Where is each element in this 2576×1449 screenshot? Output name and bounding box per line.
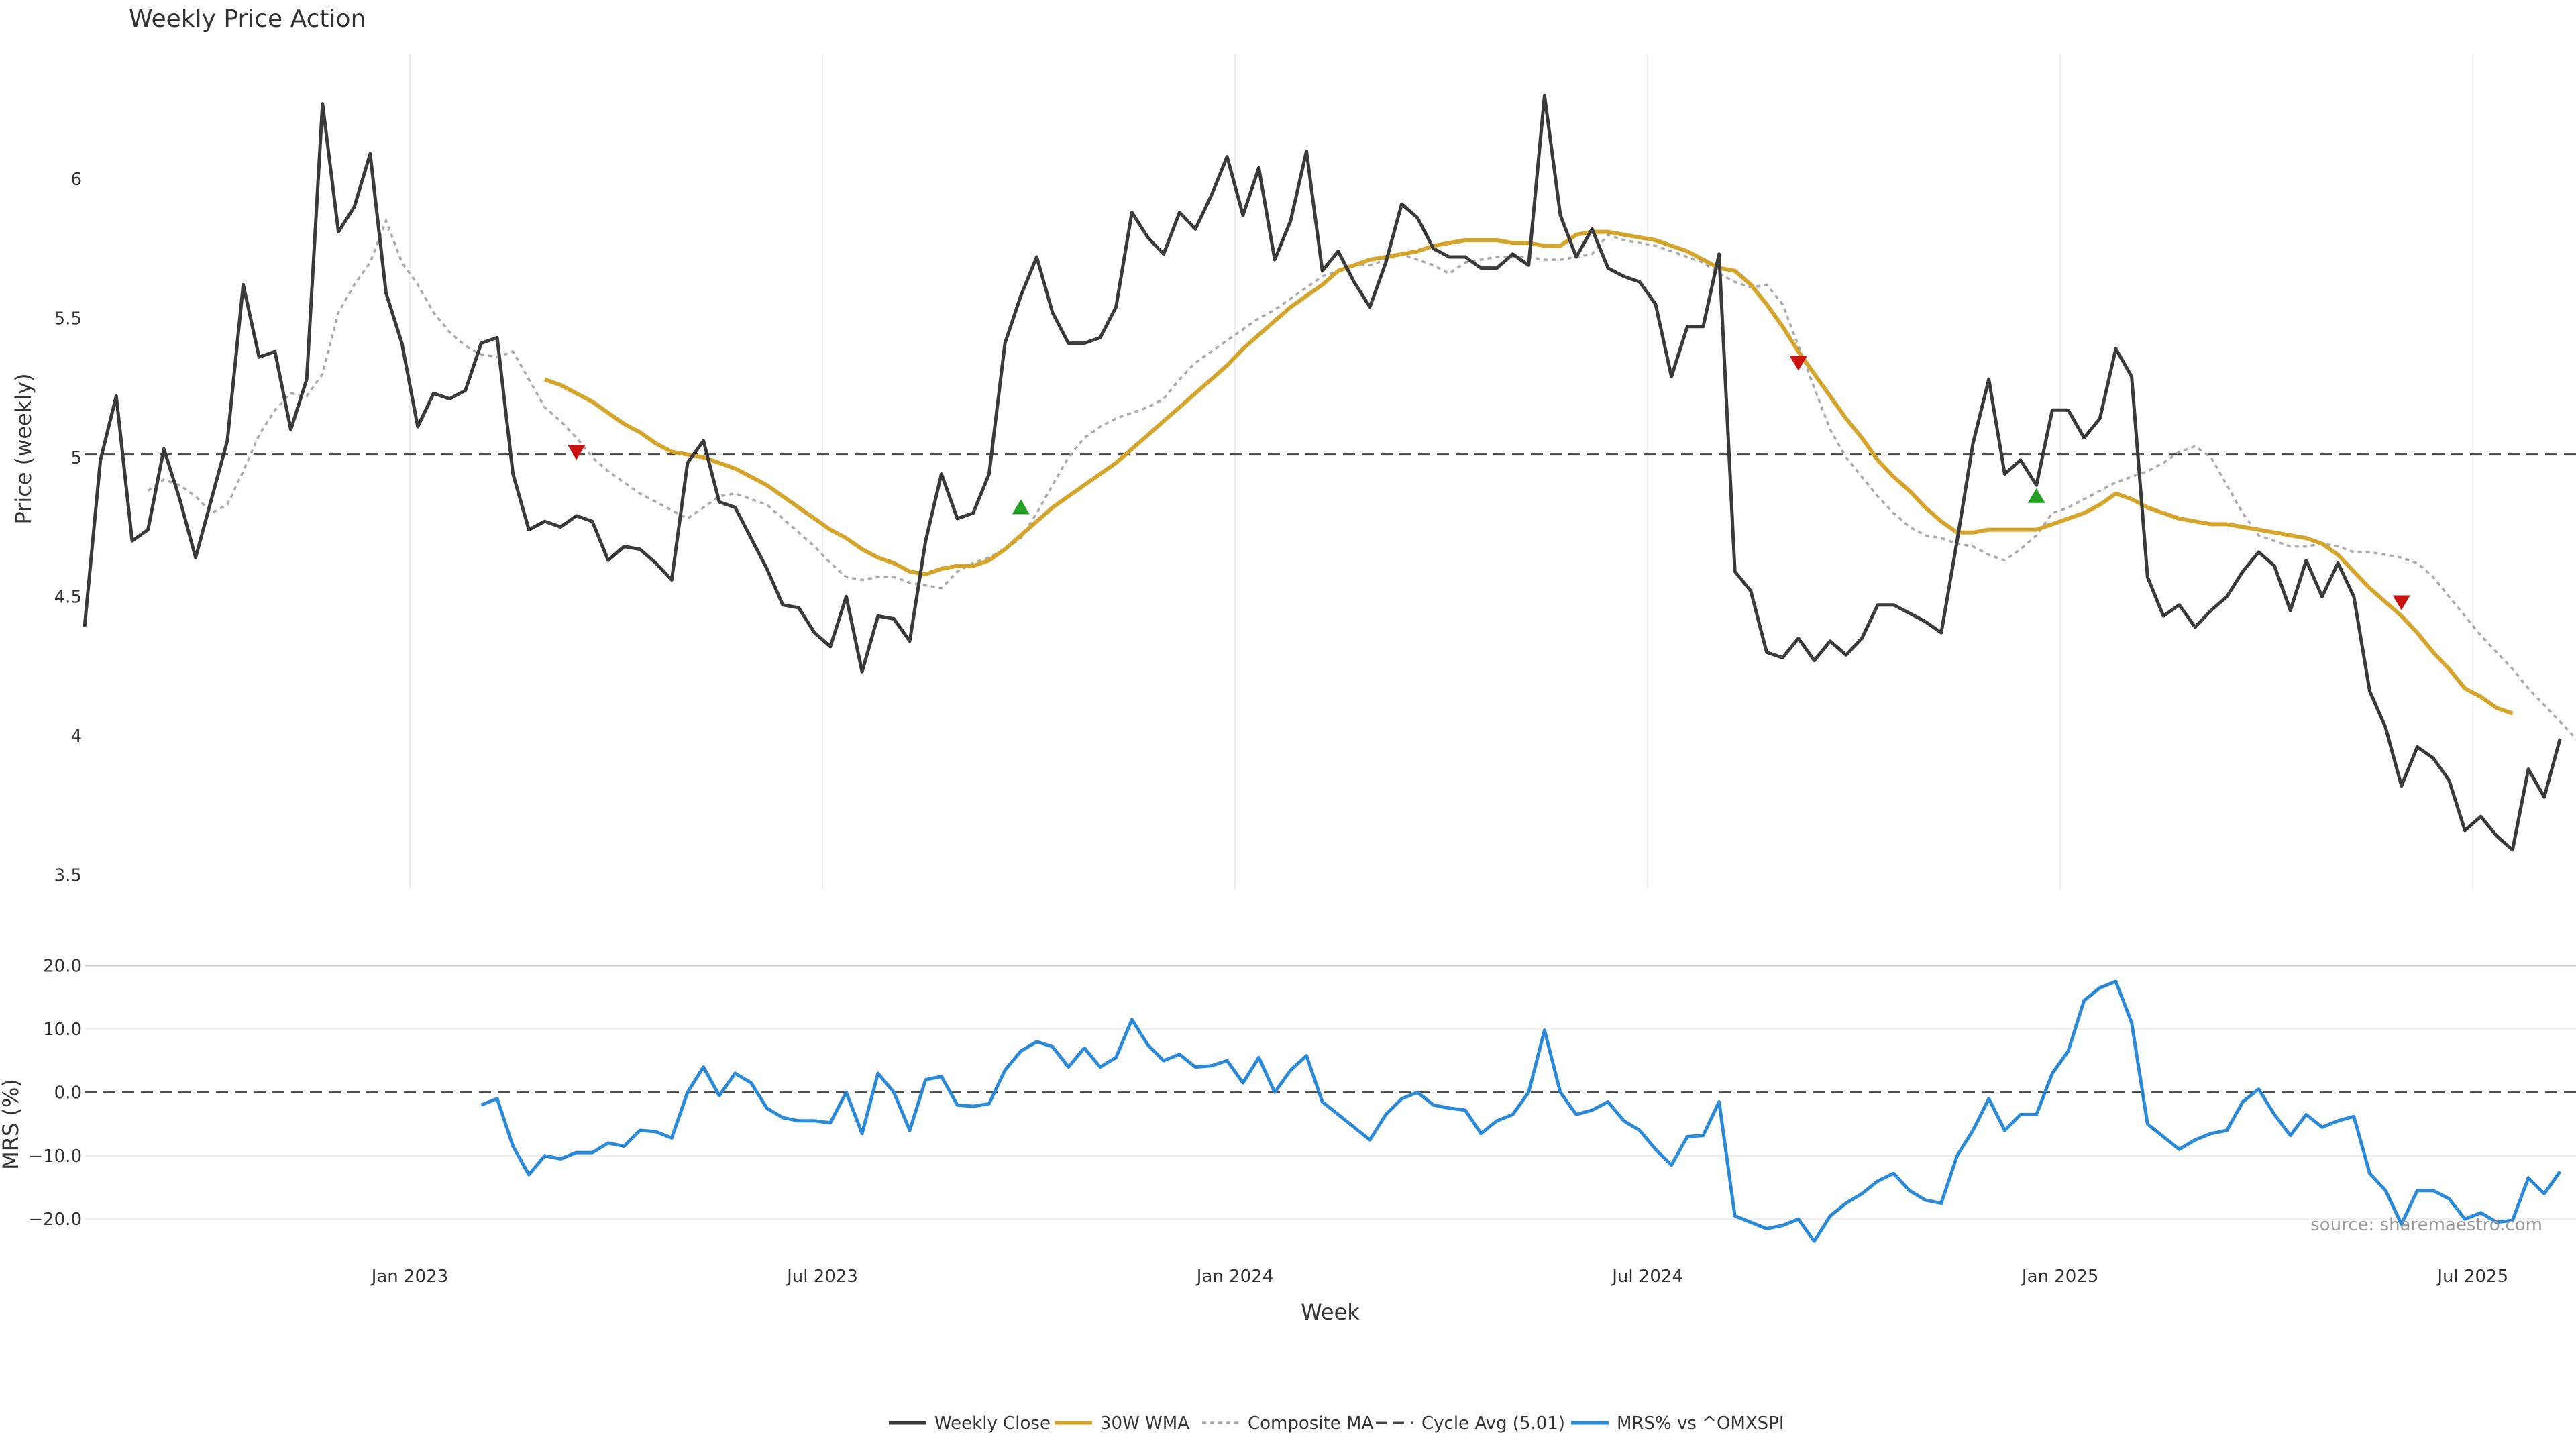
composite-ma-line (147, 217, 2576, 740)
mrs-y-ticks: −20.0 −10.0 0.0 10.0 20.0 (28, 956, 82, 1230)
mrs-y-tick-label: −10.0 (28, 1146, 82, 1167)
chart-title: Weekly Price Action (129, 5, 366, 33)
price-series (83, 93, 2576, 852)
legend-label: Weekly Close (934, 1413, 1051, 1434)
price-y-tick-label: 3.5 (54, 865, 82, 885)
price-y-tick-label: 5 (70, 448, 82, 468)
legend-label: Cycle Avg (5.01) (1421, 1413, 1565, 1434)
mrs-y-tick-label: 20.0 (43, 956, 82, 976)
x-ticks: Jan 2023 Jul 2023 Jan 2024 Jul 2024 Jan 2025… (370, 1267, 2508, 1287)
mrs-series (480, 979, 2562, 1243)
price-y-tick-label: 5.5 (54, 309, 82, 329)
legend-item: 30W WMA (1055, 1413, 1189, 1434)
sell-signal-marker (2392, 595, 2410, 610)
mrs-y-axis-label: MRS (%) (0, 1079, 23, 1170)
mrs-grid (85, 965, 2576, 1220)
price-y-tick-label: 4 (70, 727, 82, 747)
legend-label: Composite MA (1248, 1413, 1373, 1434)
x-axis-label: Week (1301, 1299, 1360, 1325)
x-tick-label: Jan 2023 (370, 1267, 449, 1287)
x-tick-label: Jan 2025 (2021, 1267, 2099, 1287)
price-y-ticks: 3.5 4 4.5 5 5.5 6 (54, 170, 82, 886)
mrs-line (480, 979, 2562, 1243)
signal-markers (568, 356, 2410, 610)
mrs-y-tick-label: −20.0 (28, 1210, 82, 1230)
price-grid (409, 54, 2474, 889)
mrs-y-tick-label: 0.0 (54, 1083, 82, 1103)
wma-30w-line (543, 229, 2514, 716)
legend-label: MRS% vs ^OMXSPI (1617, 1413, 1784, 1434)
legend-item: Cycle Avg (5.01) (1376, 1413, 1565, 1434)
x-tick-label: Jul 2023 (786, 1267, 858, 1287)
legend-item: Composite MA (1202, 1413, 1373, 1434)
legend: Weekly Close 30W WMA Composite MA Cycle Avg… (889, 1413, 1784, 1434)
legend-label: 30W WMA (1100, 1413, 1189, 1434)
legend-item: Weekly Close (889, 1413, 1051, 1434)
buy-signal-marker (1012, 499, 1030, 515)
x-tick-label: Jul 2024 (1611, 1267, 1683, 1287)
sell-signal-marker (1789, 356, 1807, 371)
weekly-close-line (83, 93, 2562, 852)
sell-signal-marker (568, 445, 586, 460)
source-note: source: sharemaestro.com (2310, 1215, 2542, 1235)
mrs-y-tick-label: 10.0 (43, 1020, 82, 1040)
price-y-axis-label: Price (weekly) (11, 373, 36, 524)
legend-item: MRS% vs ^OMXSPI (1571, 1413, 1784, 1434)
price-y-tick-label: 4.5 (54, 587, 82, 607)
x-tick-label: Jul 2025 (2436, 1267, 2508, 1287)
price-y-tick-label: 6 (70, 170, 82, 190)
buy-signal-marker (2027, 488, 2045, 503)
x-tick-label: Jan 2024 (1195, 1267, 1274, 1287)
